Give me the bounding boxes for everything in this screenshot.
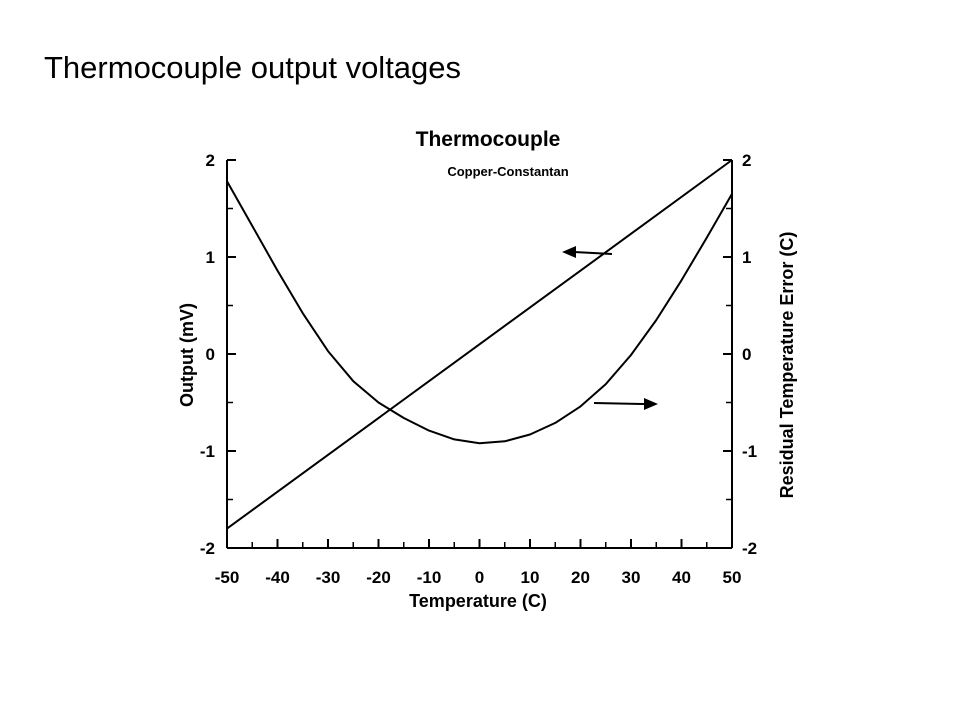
x-tick-label: -30 [316, 568, 341, 587]
x-tick-label: 50 [723, 568, 742, 587]
x-tick-label: 0 [475, 568, 484, 587]
y-tick-label: 1 [206, 248, 215, 267]
x-tick-label: -10 [417, 568, 442, 587]
chart-subtitle: Copper-Constantan [447, 164, 568, 179]
x-axis-title: Temperature (C) [409, 591, 547, 611]
y2-tick-label: -2 [742, 539, 757, 558]
x-tick-label: -50 [215, 568, 240, 587]
series-layer [226, 159, 733, 530]
x-tick-label: 30 [622, 568, 641, 587]
y-tick-label: 0 [206, 345, 215, 364]
y2-axis-title: Residual Temperature Error (C) [777, 232, 797, 499]
plot-axes [226, 160, 733, 549]
arrow-to-left-axis [562, 246, 613, 258]
x-tick-label: 40 [672, 568, 691, 587]
y2-tick-label: -1 [742, 442, 757, 461]
y-axis-ticks: -2 -1 0 1 2 [200, 151, 236, 558]
y2-tick-label: 2 [742, 151, 751, 170]
y2-tick-label: 0 [742, 345, 751, 364]
arrow-to-right-axis [593, 398, 658, 410]
x-tick-label: 10 [521, 568, 540, 587]
series-line-output [226, 159, 733, 530]
chart-title: Thermocouple [416, 128, 561, 151]
y-tick-label: 2 [206, 151, 215, 170]
slide-title: Thermocouple output voltages [44, 50, 462, 85]
y2-tick-label: 1 [742, 248, 751, 267]
y-tick-label: -1 [200, 442, 215, 461]
x-tick-label: -20 [366, 568, 391, 587]
series-line-residual-error [226, 180, 733, 445]
y-axis-title: Output (mV) [177, 303, 197, 407]
x-tick-label: -40 [265, 568, 290, 587]
x-tick-label: 20 [571, 568, 590, 587]
x-axis-ticks: -50 -40 -30 -20 -10 0 10 20 30 40 50 [215, 539, 742, 587]
y2-axis-ticks: -2 -1 0 1 2 [723, 151, 757, 558]
y-tick-label: -2 [200, 539, 215, 558]
